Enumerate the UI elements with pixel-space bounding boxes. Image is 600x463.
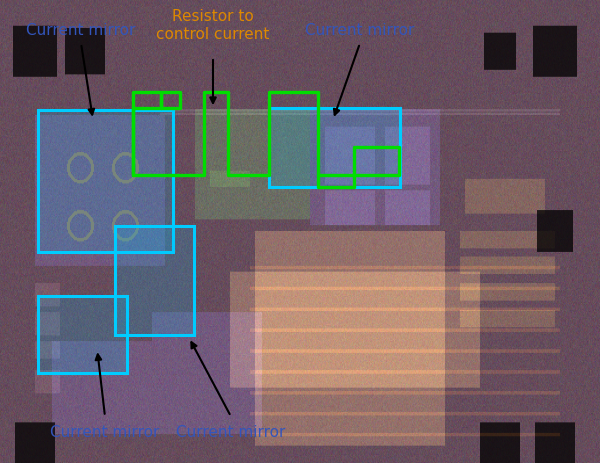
Text: Current mirror: Current mirror	[50, 424, 160, 439]
Text: Current mirror: Current mirror	[26, 23, 136, 38]
Text: Current mirror: Current mirror	[305, 23, 415, 38]
FancyBboxPatch shape	[269, 109, 400, 188]
Text: Current mirror: Current mirror	[176, 424, 286, 439]
FancyBboxPatch shape	[38, 111, 173, 252]
FancyBboxPatch shape	[38, 296, 127, 373]
FancyBboxPatch shape	[115, 227, 194, 336]
Text: Resistor to
control current: Resistor to control current	[157, 9, 269, 42]
